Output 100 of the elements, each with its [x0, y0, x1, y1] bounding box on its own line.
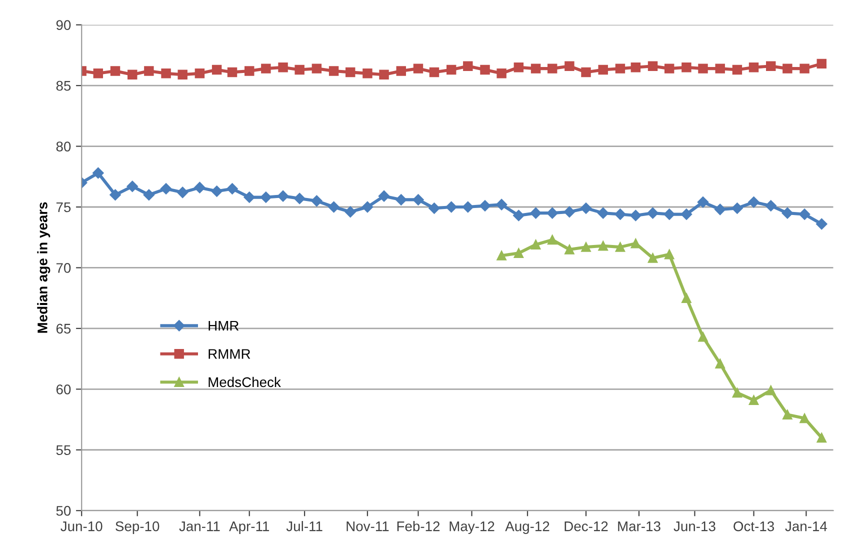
- legend-label: RMMR: [208, 349, 250, 359]
- point: [244, 66, 254, 76]
- point: [362, 68, 372, 78]
- point: [664, 208, 675, 220]
- y-tick-label: 85: [56, 80, 71, 91]
- point: [110, 66, 120, 76]
- point: [311, 195, 322, 207]
- point: [748, 395, 759, 405]
- point: [581, 242, 591, 252]
- point: [615, 64, 626, 74]
- point: [664, 250, 674, 260]
- point: [92, 167, 104, 179]
- point: [698, 64, 708, 74]
- point: [176, 186, 188, 198]
- point: [396, 194, 407, 206]
- point: [816, 432, 827, 443]
- point: [212, 64, 222, 75]
- point: [160, 183, 172, 194]
- point: [530, 207, 542, 219]
- point: [765, 200, 776, 212]
- x-tick-label: Jul-11: [286, 521, 322, 532]
- point: [546, 207, 558, 219]
- x-tick-label: Nov-11: [346, 522, 389, 532]
- point: [800, 413, 810, 424]
- y-tick-label: 60: [56, 384, 71, 394]
- x-tick-label: Mar-13: [618, 521, 660, 532]
- point: [344, 206, 356, 218]
- point: [513, 210, 524, 222]
- point: [328, 66, 339, 76]
- point: [312, 64, 322, 74]
- point: [126, 180, 138, 192]
- point: [732, 202, 743, 214]
- point: [664, 64, 674, 74]
- point: [294, 192, 306, 204]
- point: [816, 58, 827, 69]
- point: [396, 66, 406, 76]
- point: [278, 62, 288, 72]
- point: [128, 70, 138, 80]
- point: [648, 61, 658, 71]
- point: [732, 64, 742, 75]
- point: [144, 66, 154, 76]
- x-tick-label: Oct-13: [734, 521, 774, 532]
- point: [598, 207, 609, 219]
- point: [547, 234, 558, 245]
- point: [194, 182, 206, 194]
- point: [161, 68, 171, 78]
- point: [682, 62, 692, 72]
- point: [598, 64, 608, 75]
- point: [479, 200, 491, 212]
- point: [110, 189, 121, 200]
- point: [428, 202, 440, 214]
- point: [697, 196, 709, 208]
- point: [714, 204, 726, 216]
- point: [496, 250, 506, 260]
- point: [260, 192, 272, 203]
- point: [564, 244, 574, 254]
- point: [463, 61, 473, 71]
- point: [647, 207, 658, 219]
- point: [798, 208, 810, 220]
- point: [530, 240, 541, 250]
- point: [614, 208, 626, 220]
- point: [782, 410, 792, 420]
- point: [496, 68, 506, 78]
- point: [630, 210, 642, 222]
- legend-label: HMR: [208, 320, 239, 331]
- point: [277, 190, 289, 202]
- point: [564, 206, 576, 218]
- x-tick-label: Feb-12: [397, 521, 440, 532]
- point: [294, 64, 304, 75]
- y-tick-label: 75: [56, 202, 71, 212]
- y-tick-label: 65: [56, 324, 71, 334]
- y-tick-label: 55: [56, 445, 71, 456]
- point: [446, 64, 456, 75]
- point: [194, 68, 205, 78]
- x-tick-label: Jun-13: [674, 521, 716, 532]
- point: [226, 183, 238, 194]
- y-tick-label: 80: [56, 142, 71, 152]
- point: [227, 67, 238, 78]
- point: [143, 189, 155, 200]
- point: [462, 201, 474, 213]
- point: [715, 358, 725, 369]
- point: [580, 202, 592, 214]
- point: [547, 64, 558, 74]
- y-tick-label: 90: [56, 20, 71, 30]
- point: [244, 192, 255, 203]
- point: [379, 70, 389, 80]
- x-tick-label: Apr-11: [229, 522, 270, 534]
- point: [816, 218, 828, 230]
- point: [800, 64, 810, 74]
- point: [648, 253, 658, 263]
- point: [630, 62, 641, 72]
- y-tick-label: 50: [56, 506, 71, 516]
- legend-label: MedsCheck: [208, 376, 281, 388]
- point: [412, 194, 424, 206]
- point: [345, 67, 356, 78]
- point: [496, 198, 508, 210]
- point: [698, 332, 708, 342]
- point: [429, 67, 440, 78]
- x-tick-label: Jun-10: [60, 521, 102, 532]
- point: [211, 186, 222, 197]
